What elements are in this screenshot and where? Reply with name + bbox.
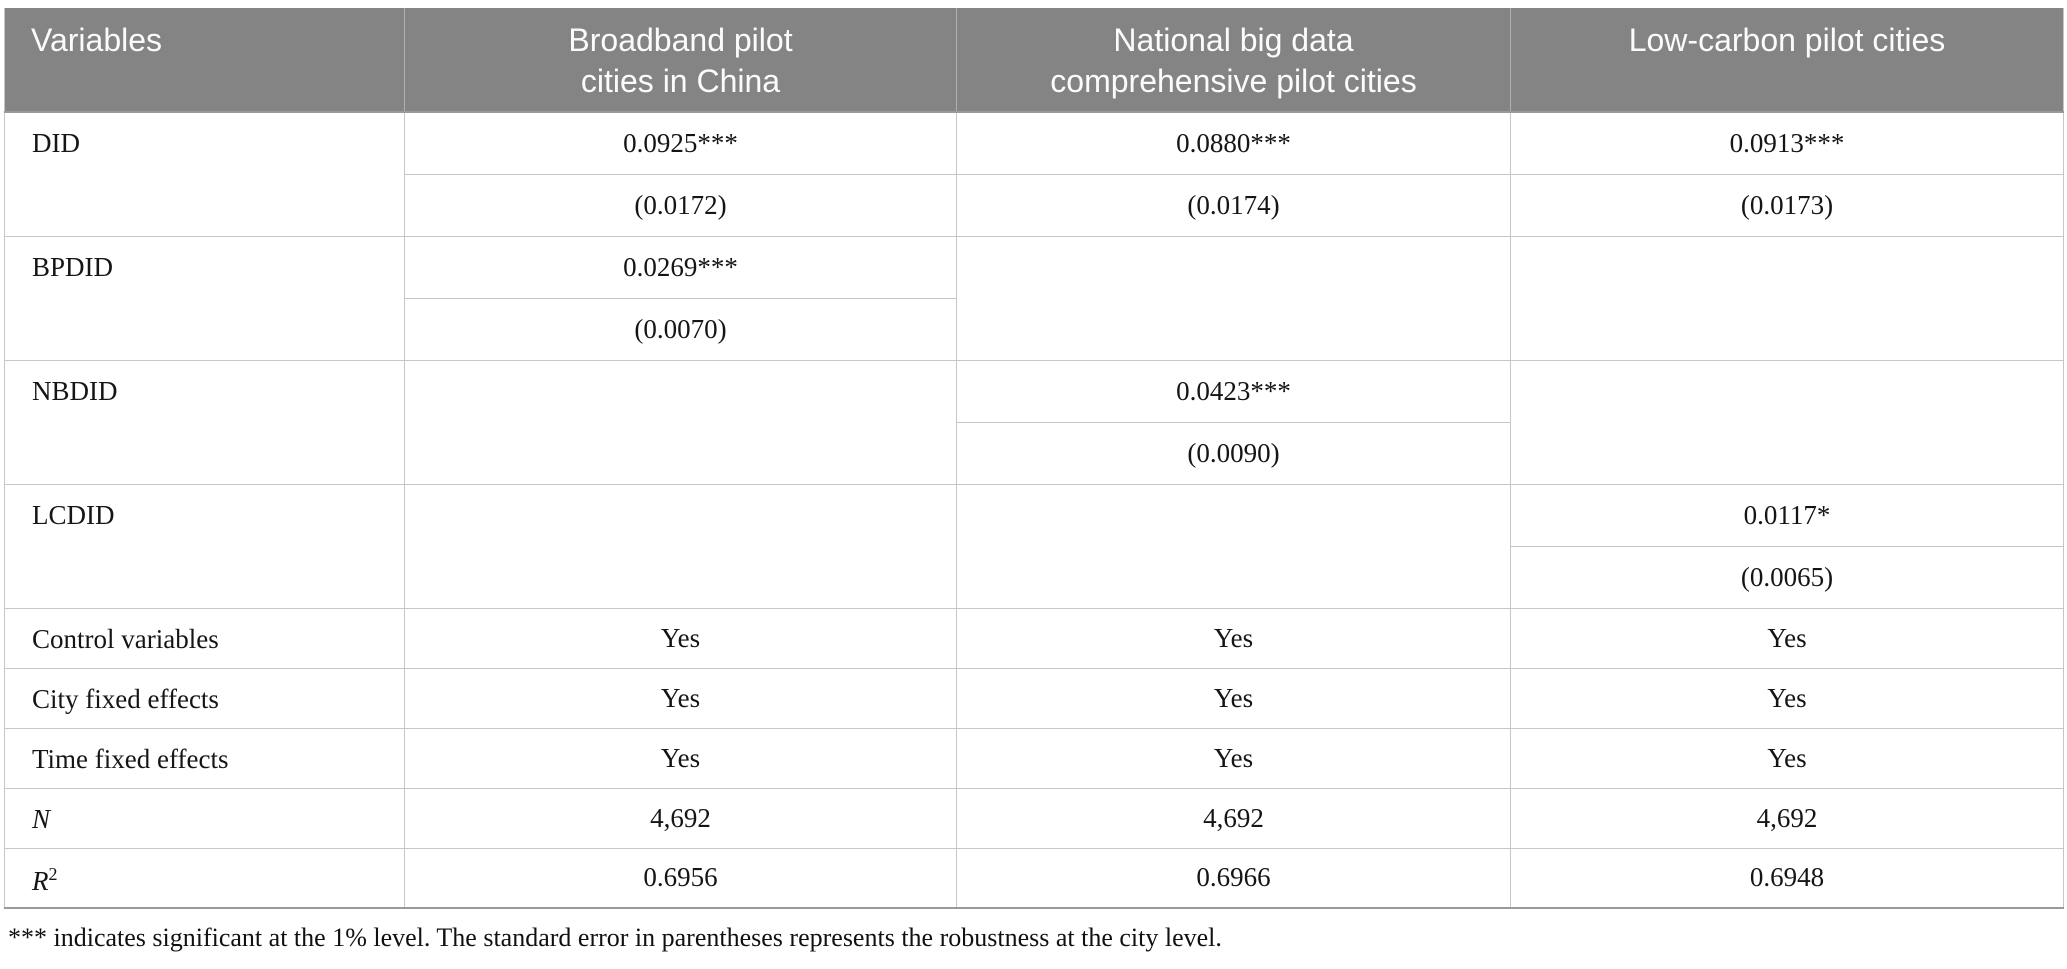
lcdid-coef-lowcarbon: 0.0117*	[1510, 483, 2064, 547]
control-variables-row: Control variables Yes Yes Yes	[4, 607, 2064, 669]
n-row: N 4,692 4,692 4,692	[4, 787, 2064, 849]
header-variables: Variables	[4, 8, 405, 113]
nbdid-se-bigdata: (0.0090)	[956, 421, 1511, 485]
did-coef-lowcarbon: 0.0913***	[1510, 111, 2064, 175]
r-squared-row: R2 0.6956 0.6966 0.6948	[4, 847, 2064, 909]
did-se-bigdata: (0.0174)	[956, 173, 1511, 237]
r2-broadband: 0.6956	[404, 847, 957, 909]
city-fe-bigdata: Yes	[956, 667, 1511, 729]
city-fe-broadband: Yes	[404, 667, 957, 729]
lcdid-se-lowcarbon: (0.0065)	[1510, 545, 2064, 609]
r2-bigdata: 0.6966	[956, 847, 1511, 909]
did-label: DID	[4, 111, 405, 237]
regression-table: Variables Broadband pilot cities in Chin…	[4, 8, 2064, 909]
bpdid-empty-bigdata	[956, 235, 1511, 361]
table-footnote: *** indicates significant at the 1% leve…	[8, 923, 1222, 952]
time-fe-broadband: Yes	[404, 727, 957, 789]
n-lowcarbon: 4,692	[1510, 787, 2064, 849]
city-fixed-effects-row: City fixed effects Yes Yes Yes	[4, 667, 2064, 729]
n-broadband: 4,692	[404, 787, 957, 849]
bpdid-coef-broadband: 0.0269***	[404, 235, 957, 299]
did-coef-row: DID 0.0925*** 0.0880*** 0.0913***	[4, 111, 2064, 237]
did-se-lowcarbon: (0.0173)	[1510, 173, 2064, 237]
nbdid-label: NBDID	[4, 359, 405, 485]
table-header-row: Variables Broadband pilot cities in Chin…	[4, 8, 2064, 113]
header-big-data-pilot: National big data comprehensive pilot ci…	[956, 8, 1511, 113]
did-se-row: (0.0172) (0.0174) (0.0173)	[5, 173, 2064, 237]
did-se-broadband: (0.0172)	[404, 173, 957, 237]
control-variables-label: Control variables	[4, 607, 405, 669]
bpdid-empty-lowcarbon	[1510, 235, 2064, 361]
time-fe-lowcarbon: Yes	[1510, 727, 2064, 789]
city-fe-lowcarbon: Yes	[1510, 667, 2064, 729]
header-broadband-pilot: Broadband pilot cities in China	[404, 8, 957, 113]
control-variables-bigdata: Yes	[956, 607, 1511, 669]
nbdid-coef-bigdata: 0.0423***	[956, 359, 1511, 423]
nbdid-empty-lowcarbon	[1510, 359, 2064, 485]
control-variables-lowcarbon: Yes	[1510, 607, 2064, 669]
lcdid-empty-bigdata	[956, 483, 1511, 609]
n-bigdata: 4,692	[956, 787, 1511, 849]
header-low-carbon-pilot: Low-carbon pilot cities	[1510, 8, 2064, 113]
city-fixed-effects-label: City fixed effects	[4, 667, 405, 729]
lcdid-se-row: (0.0065)	[5, 545, 2064, 609]
bpdid-se-broadband: (0.0070)	[404, 297, 957, 361]
time-fe-bigdata: Yes	[956, 727, 1511, 789]
r2-lowcarbon: 0.6948	[1510, 847, 2064, 909]
lcdid-empty-broadband	[404, 483, 957, 609]
lcdid-label: LCDID	[4, 483, 405, 609]
bpdid-label: BPDID	[4, 235, 405, 361]
r-squared-label: R2	[4, 847, 405, 909]
control-variables-broadband: Yes	[404, 607, 957, 669]
nbdid-empty-broadband	[404, 359, 957, 485]
did-coef-broadband: 0.0925***	[404, 111, 957, 175]
nbdid-coef-row: NBDID 0.0423***	[4, 359, 2064, 485]
did-coef-bigdata: 0.0880***	[956, 111, 1511, 175]
n-label: N	[4, 787, 405, 849]
lcdid-coef-row: LCDID 0.0117*	[4, 483, 2064, 609]
time-fixed-effects-label: Time fixed effects	[4, 727, 405, 789]
time-fixed-effects-row: Time fixed effects Yes Yes Yes	[4, 727, 2064, 789]
bpdid-coef-row: BPDID 0.0269***	[4, 235, 2064, 361]
